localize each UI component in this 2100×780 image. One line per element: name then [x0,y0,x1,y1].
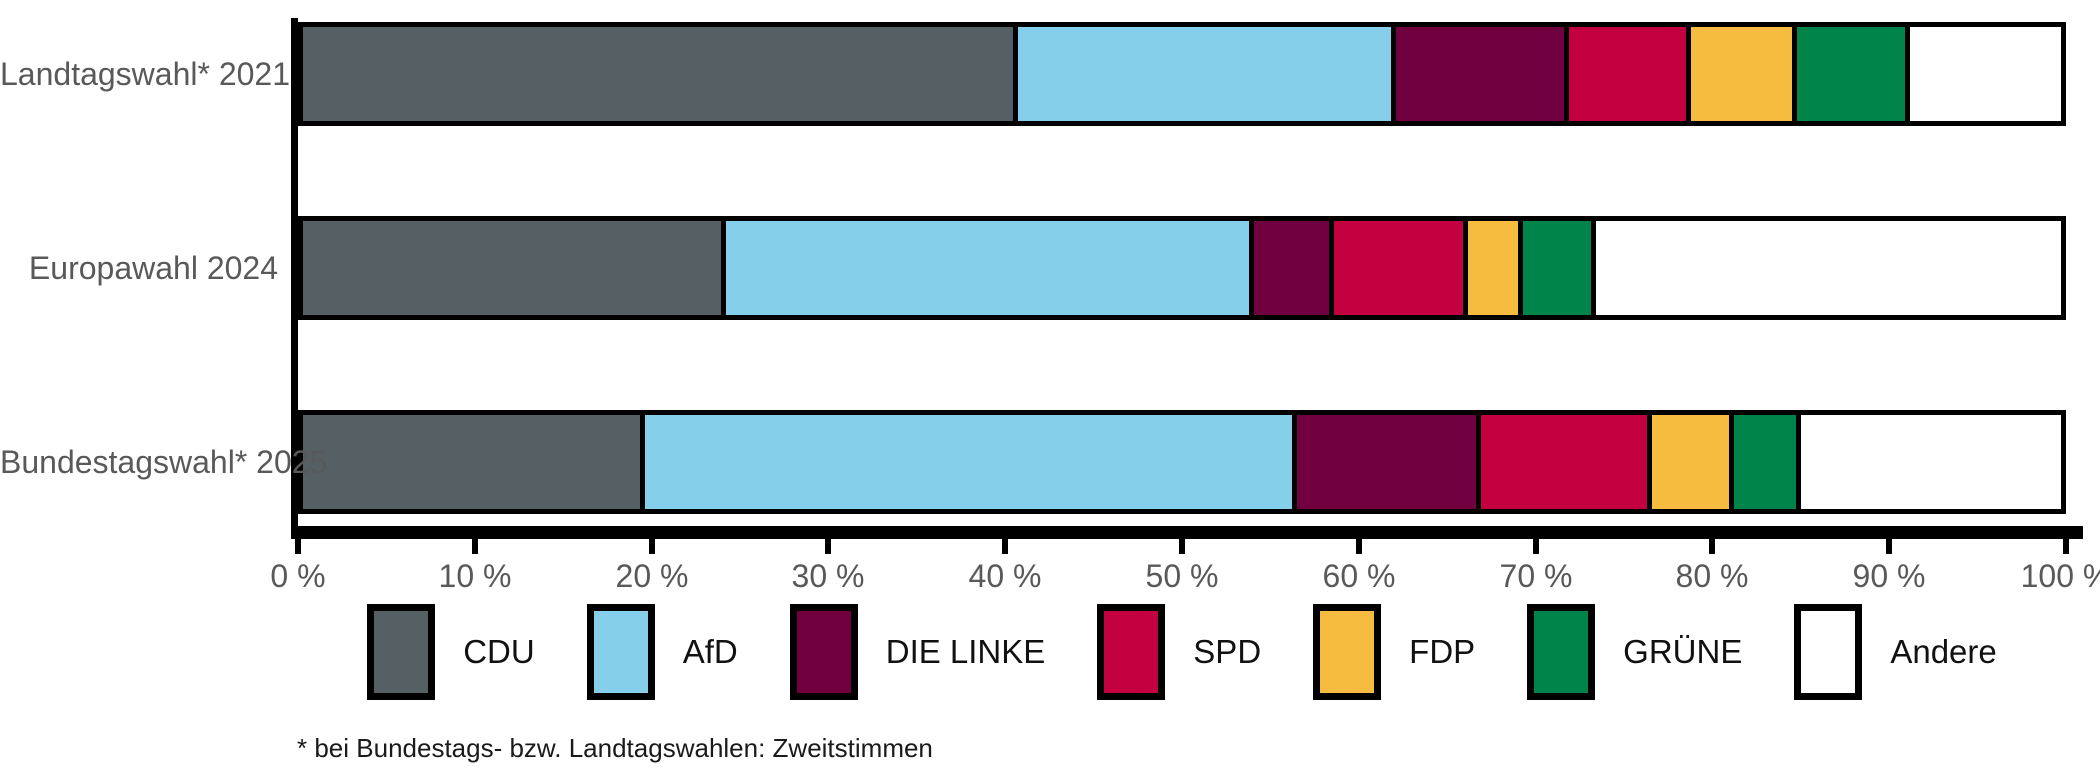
legend-item-cdu: CDU [367,604,535,700]
tick-mark [1356,539,1362,554]
legend-label: FDP [1409,633,1476,670]
bar-segment-grüne [1523,216,1596,320]
bar-segment-grüne [1734,410,1801,514]
tick-label: 60 % [1322,558,1396,594]
legend-item-grüne: GRÜNE [1527,604,1742,700]
bar-row-2 [298,216,2066,320]
bar-segment-andere [1910,22,2066,126]
legend-swatch [1527,604,1596,700]
tick-mark [1533,539,1539,554]
category-label: Bundestagswahl* 2025 [0,444,328,480]
legend-item-afd: AfD [586,604,738,700]
tick-mark [1709,539,1715,554]
tick-mark [825,539,831,554]
tick-label: 90 % [1852,558,1926,594]
legend-item-spd: SPD [1097,604,1261,700]
bar-segment-fdp [1691,22,1797,126]
legend-swatch [789,604,858,700]
tick-label: 50 % [1145,558,1219,594]
tick-mark [2063,539,2069,554]
bar-row-1 [298,22,2066,126]
bar-segment-grüne [1797,22,1910,126]
category-label: Europawahl 2024 [28,250,278,286]
bar-segment-die-linke [1254,216,1334,320]
tick-label: 70 % [1499,558,1573,594]
legend-swatch [586,604,655,700]
legend-swatch [367,604,436,700]
bar-segment-spd [1334,216,1468,320]
tick-label: 100 % [2020,558,2100,594]
legend-label: Andere [1890,633,1997,670]
bar-segment-spd [1569,22,1691,126]
bar-segment-cdu [298,216,726,320]
legend-label: GRÜNE [1623,633,1743,670]
bar-segment-afd [645,410,1297,514]
bar-segment-fdp [1652,410,1734,514]
tick-label: 40 % [968,558,1042,594]
legend-label: AfD [682,633,738,670]
category-label: Landtagswahl* 2021 [0,56,291,92]
x-axis-line [291,526,2083,539]
legend-swatch [1313,604,1382,700]
tick-label: 20 % [615,558,689,594]
tick-mark [1002,539,1008,554]
tick-label: 30 % [791,558,865,594]
tick-label: 80 % [1675,558,1749,594]
legend-label: DIE LINKE [885,633,1046,670]
bar-segment-die-linke [1396,22,1569,126]
tick-mark [1886,539,1892,554]
bar-segment-afd [1018,22,1396,126]
legend-label: SPD [1193,633,1262,670]
bar-segment-andere [1801,410,2066,514]
tick-mark [649,539,655,554]
bar-segment-die-linke [1297,410,1481,514]
tick-mark [472,539,478,554]
legend-swatch [1097,604,1166,700]
bar-segment-spd [1481,410,1652,514]
legend-item-die-linke: DIE LINKE [789,604,1046,700]
bar-segment-fdp [1468,216,1523,320]
tick-mark [1179,539,1185,554]
tick-label: 10 % [438,558,512,594]
bar-segment-cdu [298,22,1018,126]
legend-label: CDU [463,633,535,670]
bar-segment-afd [726,216,1254,320]
bar-segment-andere [1596,216,2066,320]
legend-item-fdp: FDP [1313,604,1475,700]
footnote: * bei Bundestags- bzw. Landtagswahlen: Z… [297,733,933,763]
tick-mark [295,539,301,554]
tick-label: 0 % [270,558,326,594]
legend-swatch [1794,604,1863,700]
bar-segment-cdu [298,410,645,514]
legend-item-andere: Andere [1794,604,1997,700]
y-axis-line [291,18,298,539]
legend: CDU AfD DIE LINKE SPD FDP GRÜNE Andere [298,602,2066,702]
bar-row-3 [298,410,2066,514]
